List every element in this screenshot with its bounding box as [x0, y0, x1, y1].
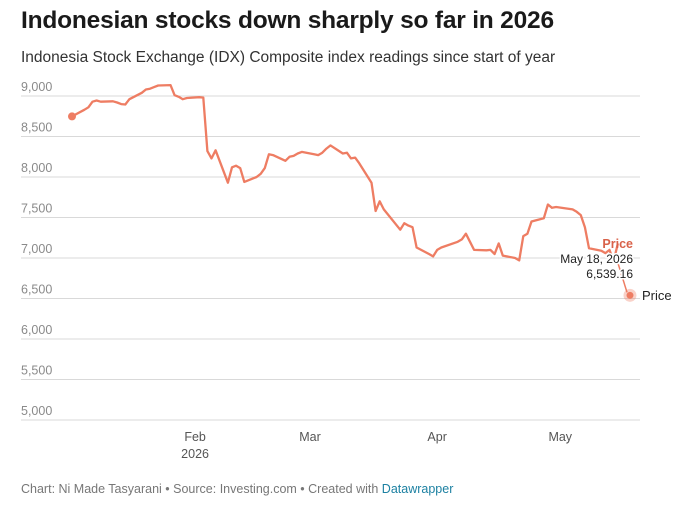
y-tick-label: 7,500 [21, 202, 52, 216]
y-axis-ticks: 9,000 8,500 8,000 7,500 7,000 6,500 6,000 5,500… [21, 80, 52, 418]
tooltip-date: May 18, 2026 [560, 252, 633, 266]
y-tick-label: 5,000 [21, 404, 52, 418]
y-tick-label: 5,500 [21, 364, 52, 378]
start-point-marker [68, 112, 76, 121]
end-point-connector [616, 262, 628, 293]
chart-title: Indonesian stocks down sharply so far in… [21, 7, 554, 34]
chart-subtitle: Indonesia Stock Exchange (IDX) Composite… [21, 49, 556, 66]
gridlines [21, 95, 640, 421]
line-chart: 9,000 8,500 8,000 7,500 7,000 6,500 6,000 5,500… [21, 80, 672, 461]
x-tick-sublabel: 2026 [181, 447, 209, 461]
x-tick-label: Apr [427, 430, 446, 444]
y-tick-label: 7,000 [21, 242, 52, 256]
chart-footer: Chart: Ni Made Tasyarani • Source: Inves… [21, 482, 453, 496]
x-tick-label: Mar [299, 430, 321, 444]
tooltip-series-label: Price [602, 237, 633, 251]
chart-credit: Chart: Ni Made Tasyarani [21, 482, 162, 496]
y-tick-label: 6,500 [21, 283, 52, 297]
source-note: Source: Investing.com [173, 482, 297, 496]
created-with-text: Created with [308, 482, 382, 496]
x-axis-ticks: Feb 2026 Mar Apr May [181, 430, 573, 461]
y-tick-label: 9,000 [21, 80, 52, 94]
y-tick-label: 8,000 [21, 161, 52, 175]
y-tick-label: 6,000 [21, 323, 52, 337]
footer-separator: • [161, 482, 174, 496]
y-tick-label: 8,500 [21, 121, 52, 135]
datawrapper-link[interactable]: Datawrapper [381, 482, 454, 496]
end-point-marker [626, 291, 634, 299]
tooltip-value: 6,539.16 [586, 267, 633, 281]
series-end-label: Price [642, 288, 672, 303]
x-tick-label: May [548, 430, 572, 444]
footer-separator: • [296, 482, 309, 496]
x-tick-label: Feb [184, 430, 206, 444]
series-line-price [70, 83, 619, 263]
